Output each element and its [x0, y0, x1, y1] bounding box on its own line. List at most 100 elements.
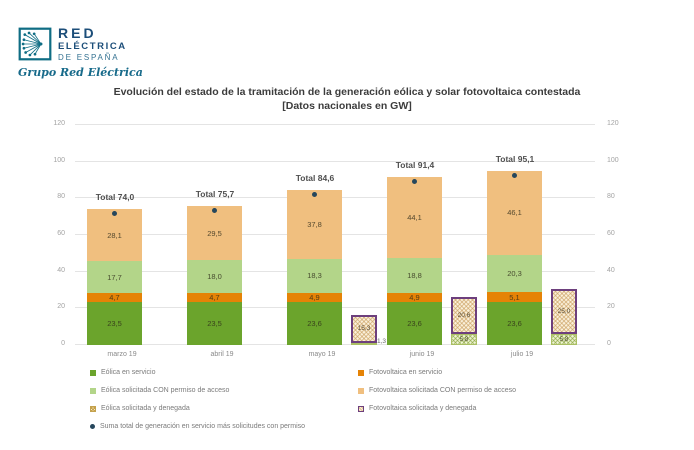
- y-tick-right: 40: [607, 266, 615, 274]
- segment-fotovoltaica-solicitada: 29,5: [187, 206, 242, 261]
- legend-label: Suma total de generación en servicio más…: [100, 423, 306, 430]
- segment-eolica-servicio: 23,5: [87, 301, 142, 345]
- legend-item-suma-total: Suma total de generación en servicio más…: [90, 423, 305, 430]
- segment-value-label: 18,3: [307, 271, 322, 281]
- segment-value-label: 23,6: [507, 318, 522, 328]
- denied-bar: 1,3 15,3: [351, 314, 386, 345]
- segment-eolica-solicitada: 18,3: [287, 259, 342, 293]
- segment-value-label: 4,9: [309, 292, 320, 302]
- segment-eolica-denegada: 5,8: [451, 334, 477, 345]
- segment-value-label: 4,7: [109, 293, 120, 303]
- bar-group-julio-19: 23,6 5,1 20,3 46,1 Total 95,1 5,8 25,0 julio 19: [485, 125, 585, 358]
- total-label: Total 95,1: [495, 153, 535, 164]
- legend-item-eolica-servicio: Eólica en servicio: [90, 369, 305, 376]
- y-tick-left: 40: [57, 266, 65, 274]
- y-tick-left: 80: [57, 193, 65, 201]
- segment-value-label: 44,1: [407, 213, 422, 223]
- legend-left-column: Eólica en servicio Eólica solicitada CON…: [90, 369, 305, 441]
- bar-group-junio-19: 23,6 4,9 18,8 44,1 Total 91,4 5,8 20,6 junio 19: [385, 125, 485, 358]
- stacked-bar: 23,5 4,7 17,7 28,1: [87, 209, 142, 345]
- chart-title-line2: [Datos nacionales en GW]: [282, 100, 412, 113]
- segment-value-label: 29,5: [207, 228, 222, 238]
- plot-area: 0 0 20 20 40 40 60 60 80 80 100 100 120 120 23,5 4,7 17,…: [53, 120, 618, 358]
- y-tick-right: 120: [607, 120, 619, 127]
- logo-text-red: RED: [58, 25, 97, 41]
- segment-eolica-solicitada: 18,0: [187, 260, 242, 294]
- legend-item-fotovoltaica-solicitada: Fotovoltaica solicitada CON permiso de a…: [358, 387, 516, 394]
- segment-value-label: 23,6: [307, 318, 322, 328]
- segment-value-label: 4,7: [209, 293, 220, 303]
- segment-value-label: 17,7: [107, 272, 122, 282]
- segment-eolica-solicitada: 18,8: [387, 258, 442, 293]
- legend-swatch-fotovoltaica-solicitada-icon: [358, 387, 364, 394]
- legend-label: Fotovoltaica en servicio: [369, 369, 443, 376]
- bar-group-marzo-19: 23,5 4,7 17,7 28,1 Total 74,0 marzo 19: [85, 125, 185, 358]
- segment-fotovoltaica-servicio: 4,7: [187, 293, 242, 302]
- segment-value-label: 18,8: [407, 271, 422, 281]
- segment-eolica-servicio: 23,6: [287, 301, 342, 345]
- ree-logo-icon: [18, 27, 52, 61]
- legend-item-fotovoltaica-servicio: Fotovoltaica en servicio: [358, 369, 516, 376]
- segment-eolica-servicio: 23,5: [187, 301, 242, 345]
- legend-label: Fotovoltaica solicitada y denegada: [369, 405, 477, 412]
- legend-swatch-fotovoltaica-servicio-icon: [358, 369, 364, 376]
- segment-fotovoltaica-servicio: 5,1: [487, 292, 542, 302]
- segment-fotovoltaica-solicitada: 37,8: [287, 189, 342, 260]
- segment-value-label: 5,1: [509, 292, 520, 302]
- legend-swatch-eolica-denegada-icon: [90, 405, 96, 412]
- segment-value-label: 23,5: [107, 318, 122, 328]
- segment-eolica-servicio: 23,6: [487, 301, 542, 345]
- segment-fotovoltaica-solicitada: 46,1: [487, 170, 542, 256]
- legend-item-eolica-solicitada: Eólica solicitada CON permiso de acceso: [90, 387, 305, 394]
- y-tick-right: 60: [607, 230, 615, 237]
- legend-item-eolica-denegada: Eólica solicitada y denegada: [90, 405, 305, 412]
- y-tick-right: 80: [607, 193, 615, 201]
- legend-label: Eólica en servicio: [101, 369, 156, 376]
- stacked-bar: 23,6 4,9 18,8 44,1: [387, 177, 442, 345]
- segment-eolica-solicitada: 17,7: [87, 260, 142, 294]
- segment-value-label: 23,5: [207, 318, 222, 328]
- x-axis-category-label: abril 19: [210, 351, 234, 358]
- segment-value-label: 1,3: [377, 338, 387, 345]
- legend-swatch-suma-total-icon: [90, 424, 95, 429]
- bar-group-mayo-19: 23,6 4,9 18,3 37,8 Total 84,6 1,3 15,3 mayo 19: [285, 125, 386, 358]
- segment-eolica-solicitada: 20,3: [487, 255, 542, 293]
- denied-bar: 5,8 25,0: [551, 288, 577, 345]
- gridline-120: 120 120: [53, 120, 618, 127]
- legend-swatch-eolica-solicitada-icon: [90, 387, 96, 394]
- segment-fotovoltaica-denegada: 20,6: [451, 296, 477, 335]
- chart-title: Evolución del estado de la tramitación d…: [0, 85, 694, 113]
- ree-logo: RED ELÉCTRICA DE ESPAÑA Grupo Red Eléctr…: [18, 26, 143, 79]
- segment-value-label: 18,0: [207, 272, 222, 282]
- bar-group-abril-19: 23,5 4,7 18,0 29,5 Total 75,7 abril 19: [185, 125, 285, 358]
- gridline-100: 100 100: [53, 157, 618, 164]
- total-label: Total 74,0: [95, 192, 135, 203]
- legend-item-fotovoltaica-denegada: Fotovoltaica solicitada y denegada: [358, 405, 516, 412]
- stacked-bar: 23,6 4,9 18,3 37,8: [287, 189, 342, 345]
- total-label: Total 91,4: [395, 160, 435, 171]
- stacked-bar: 23,6 5,1 20,3 46,1: [487, 170, 542, 345]
- sum-total-marker-dot: [312, 191, 317, 197]
- legend-label: Eólica solicitada CON permiso de acceso: [101, 387, 230, 394]
- segment-eolica-denegada: 1,3: [351, 338, 386, 345]
- segment-fotovoltaica-servicio: 4,9: [387, 293, 442, 302]
- segment-fotovoltaica-servicio: 4,7: [87, 293, 142, 302]
- segment-value-label: 46,1: [507, 208, 522, 218]
- stacked-bar: 23,5 4,7 18,0 29,5: [187, 206, 242, 345]
- segment-value-label: 25,0: [557, 307, 571, 315]
- total-label: Total 75,7: [195, 189, 235, 200]
- segment-eolica-servicio: 23,6: [387, 301, 442, 345]
- legend-swatch-eolica-servicio-icon: [90, 369, 96, 376]
- legend-label: Fotovoltaica solicitada CON permiso de a…: [369, 387, 517, 394]
- segment-fotovoltaica-denegada: 25,0: [551, 288, 577, 335]
- segment-value-label: 37,8: [307, 220, 322, 230]
- legend-label: Eólica solicitada y denegada: [101, 405, 190, 412]
- segment-fotovoltaica-solicitada: 28,1: [87, 209, 142, 261]
- segment-fotovoltaica-denegada: 15,3: [351, 314, 377, 343]
- logo-tagline: Grupo Red Eléctrica: [18, 66, 143, 79]
- segment-value-label: 28,1: [107, 230, 122, 240]
- y-tick-right: 100: [607, 156, 619, 164]
- sum-total-marker-dot: [212, 208, 217, 214]
- y-tick-left: 120: [53, 120, 65, 127]
